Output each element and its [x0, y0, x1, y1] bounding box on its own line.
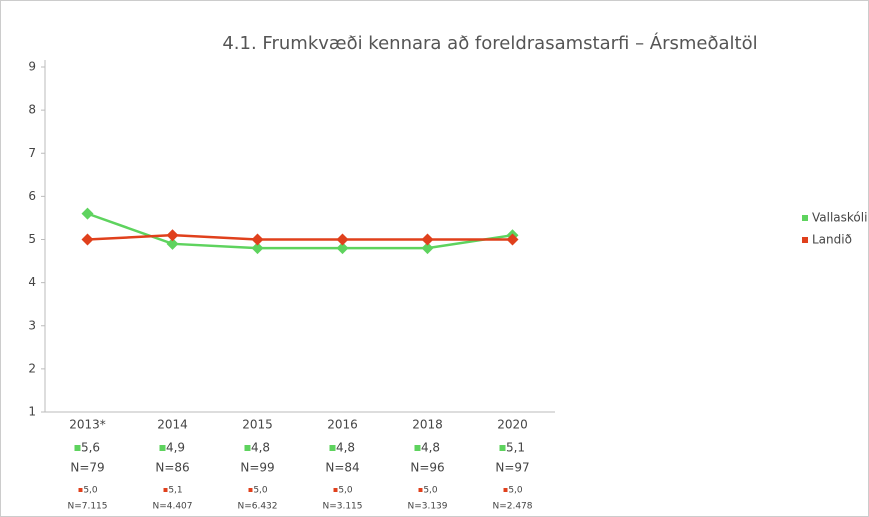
n-label: N=7.115 — [67, 502, 107, 512]
y-tick-label: 1 — [28, 405, 36, 419]
value-label: 5,0 — [83, 486, 98, 496]
n-label: N=86 — [155, 461, 189, 475]
value-label: 5,0 — [423, 486, 438, 496]
n-label: N=96 — [410, 461, 444, 475]
n-label: N=4.407 — [152, 502, 192, 512]
series-line — [87, 233, 513, 241]
y-tick-label: 5 — [28, 232, 36, 246]
label-swatch — [244, 445, 251, 451]
label-swatch — [503, 488, 508, 492]
n-label: N=2.478 — [492, 502, 532, 512]
legend-swatch — [802, 215, 808, 221]
label-swatch — [248, 488, 253, 492]
value-label: 5,6 — [81, 441, 100, 455]
label-swatch — [163, 488, 168, 492]
y-tick-label: 2 — [28, 361, 36, 375]
series-line — [87, 212, 513, 250]
label-swatch — [329, 445, 336, 451]
n-label: N=79 — [70, 461, 104, 475]
point — [421, 242, 434, 255]
label-swatch — [74, 445, 81, 451]
point — [166, 229, 179, 242]
y-tick-label: 4 — [28, 275, 36, 289]
point — [81, 233, 94, 246]
n-label: N=97 — [495, 461, 529, 475]
value-label: 4,8 — [251, 441, 270, 455]
y-tick-label: 8 — [28, 103, 36, 117]
x-tick-label: 2014 — [157, 418, 188, 432]
n-label: N=6.432 — [237, 502, 277, 512]
value-label: 5,0 — [338, 486, 353, 496]
legend-swatch — [802, 237, 808, 243]
value-label: 5,1 — [168, 486, 182, 496]
point — [336, 242, 349, 255]
y-tick-label: 9 — [28, 60, 36, 74]
value-label: 4,8 — [336, 441, 355, 455]
point — [336, 233, 349, 246]
chart-title: 4.1. Frumkvæði kennara að foreldrasamsta… — [222, 32, 757, 54]
x-tick-label: 2013* — [69, 418, 106, 432]
label-swatch — [499, 445, 506, 451]
n-label: N=3.139 — [407, 502, 447, 512]
point — [81, 207, 94, 220]
point — [166, 237, 179, 250]
x-tick-label: 2020 — [497, 418, 528, 432]
value-label: 5,0 — [253, 486, 268, 496]
label-swatch — [159, 445, 166, 451]
y-tick-label: 7 — [28, 146, 36, 160]
label-swatch — [418, 488, 423, 492]
legend-label: Vallaskóli — [812, 211, 867, 225]
legend-label: Landið — [812, 233, 852, 247]
label-swatch — [333, 488, 338, 492]
x-tick-label: 2015 — [242, 418, 273, 432]
value-label: 5,0 — [508, 486, 523, 496]
value-label: 4,9 — [166, 441, 185, 455]
n-label: N=3.115 — [322, 502, 362, 512]
value-label: 4,8 — [421, 441, 440, 455]
label-swatch — [414, 445, 421, 451]
value-label: 5,1 — [506, 441, 525, 455]
x-tick-label: 2018 — [412, 418, 443, 432]
point — [251, 233, 264, 246]
n-label: N=84 — [325, 461, 359, 475]
point — [506, 233, 519, 246]
y-tick-label: 3 — [28, 318, 36, 332]
y-tick-label: 6 — [28, 189, 36, 203]
point — [251, 242, 264, 255]
point — [421, 233, 434, 246]
n-label: N=99 — [240, 461, 274, 475]
label-swatch — [78, 488, 83, 492]
x-tick-label: 2016 — [327, 418, 358, 432]
